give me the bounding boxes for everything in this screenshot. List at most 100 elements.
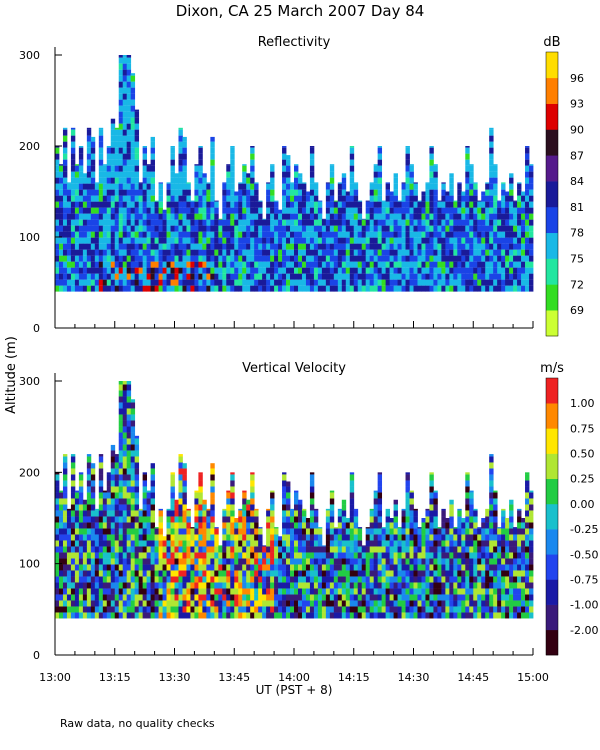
data-cell	[429, 219, 434, 226]
data-cell	[493, 207, 498, 214]
data-cell	[266, 243, 271, 250]
data-cell	[497, 582, 502, 589]
data-cell	[126, 384, 132, 391]
data-cell	[90, 243, 96, 250]
data-cell	[349, 153, 355, 160]
data-cell	[122, 426, 128, 433]
data-cell	[421, 273, 426, 280]
data-cell	[389, 564, 394, 571]
data-cell	[258, 552, 263, 559]
data-cell	[349, 588, 355, 595]
data-cell	[481, 588, 486, 595]
data-cell	[230, 273, 235, 280]
data-cell	[106, 195, 112, 202]
data-cell	[134, 231, 140, 238]
data-cell	[329, 576, 335, 583]
data-cell	[174, 606, 179, 613]
data-cell	[102, 219, 108, 226]
data-cell	[389, 243, 394, 250]
data-cell	[114, 165, 120, 172]
data-cell	[150, 147, 155, 154]
data-cell	[473, 285, 478, 292]
data-cell	[290, 189, 295, 196]
data-cell	[453, 279, 458, 286]
data-cell	[190, 534, 195, 541]
data-cell	[238, 285, 243, 292]
data-cell	[489, 552, 494, 559]
data-cell	[202, 606, 207, 613]
data-cell	[114, 261, 120, 268]
data-cell	[317, 279, 323, 286]
data-cell	[397, 606, 402, 613]
data-cell	[122, 534, 128, 541]
data-cell	[150, 255, 155, 262]
data-cell	[409, 492, 414, 499]
data-cell	[146, 189, 151, 196]
data-cell	[146, 183, 151, 190]
data-cell	[226, 231, 231, 238]
data-cell	[501, 528, 506, 535]
data-cell	[210, 546, 215, 553]
data-cell	[198, 255, 203, 262]
data-cell	[82, 558, 88, 565]
data-cell	[86, 237, 92, 244]
data-cell	[449, 207, 454, 214]
data-cell	[130, 612, 136, 619]
data-cell	[453, 600, 458, 607]
data-cell	[449, 516, 454, 523]
data-cell	[449, 540, 454, 547]
data-cell	[341, 231, 347, 238]
data-cell	[238, 516, 243, 523]
data-cell	[294, 237, 299, 244]
data-cell	[254, 552, 259, 559]
data-cell	[353, 249, 359, 256]
data-cell	[110, 153, 116, 160]
data-cell	[98, 207, 104, 214]
data-cell	[409, 582, 414, 589]
data-cell	[441, 267, 446, 274]
data-cell	[174, 516, 179, 523]
data-cell	[78, 528, 84, 535]
data-cell	[126, 81, 132, 88]
data-cell	[166, 225, 171, 232]
data-cell	[126, 426, 132, 433]
data-cell	[321, 225, 327, 232]
data-cell	[349, 522, 355, 529]
data-cell	[166, 182, 171, 184]
data-cell	[274, 207, 279, 214]
data-cell	[294, 285, 299, 292]
data-cell	[106, 267, 112, 274]
data-cell	[433, 522, 438, 529]
data-cell	[481, 213, 486, 220]
data-cell	[106, 189, 112, 196]
data-cell	[381, 225, 387, 232]
data-cell	[397, 249, 402, 256]
data-cell	[361, 267, 367, 274]
data-cell	[305, 279, 311, 286]
data-cell	[242, 279, 247, 286]
data-cell	[521, 213, 526, 220]
data-cell	[453, 285, 458, 292]
data-cell	[317, 237, 323, 244]
data-cell	[138, 219, 144, 226]
data-cell	[409, 195, 414, 202]
data-cell	[210, 225, 215, 232]
data-cell	[501, 189, 506, 196]
data-cell	[222, 528, 227, 535]
data-cell	[401, 522, 406, 529]
data-cell	[301, 594, 307, 601]
data-cell	[110, 129, 116, 136]
data-cell	[365, 285, 371, 292]
data-cell	[114, 207, 120, 214]
data-cell	[337, 189, 343, 196]
data-cell	[489, 141, 494, 148]
data-cell	[397, 261, 402, 268]
data-cell	[341, 237, 347, 244]
data-cell	[297, 177, 303, 184]
data-cell	[214, 588, 219, 595]
data-cell	[210, 480, 215, 487]
data-cell	[166, 588, 171, 595]
data-cell	[369, 213, 375, 220]
data-cell	[325, 522, 331, 529]
data-cell	[290, 243, 295, 250]
